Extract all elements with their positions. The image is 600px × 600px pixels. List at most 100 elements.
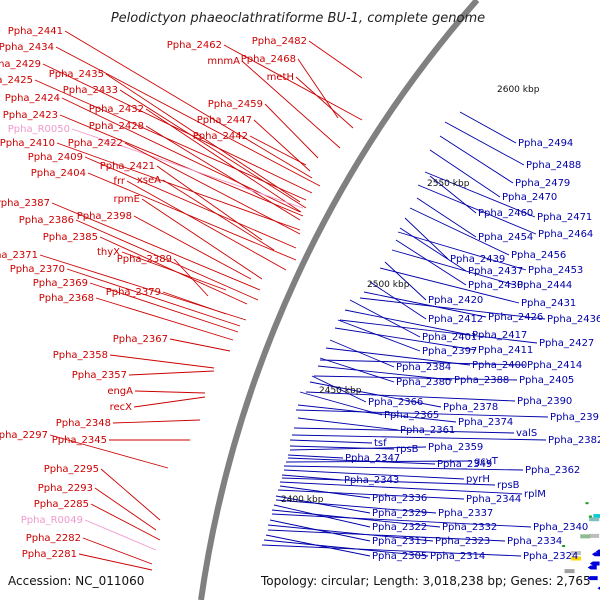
right-connector-23: [334, 327, 477, 351]
left-connector-45: [308, 40, 363, 79]
left-connector-40: [90, 503, 161, 541]
right-connector-57: [269, 519, 371, 542]
left-connector-32: [128, 370, 215, 376]
right-connector-41: [289, 446, 427, 451]
left-connector-29: [95, 297, 234, 341]
left-label-38: Ppha_2295: [44, 464, 99, 475]
right-connector-20: [344, 309, 471, 336]
left-connector-36: [49, 434, 169, 469]
right-label-29: Ppha_2405: [519, 375, 574, 386]
left-connector-11: [56, 142, 301, 231]
right-connector-30: [311, 375, 367, 403]
right-label-25: Ppha_2400: [472, 360, 527, 371]
left-connector-38: [100, 468, 161, 521]
right-label-47: Ppha_2343: [344, 475, 399, 486]
right-connector-6: [417, 184, 537, 235]
left-label-19: Ppha_2387: [0, 198, 50, 209]
left-label-48: metH: [267, 72, 294, 83]
left-label-47: Ppha_2468: [241, 54, 296, 65]
reverse-category-block: [571, 556, 582, 561]
left-label-10: Ppha_R0050: [8, 124, 70, 135]
right-label-35: Ppha_2391: [550, 412, 600, 423]
left-label-6: Ppha_2424: [5, 93, 60, 104]
right-label-9: Ppha_2439: [450, 254, 505, 265]
left-label-20: Ppha_2398: [77, 211, 132, 222]
left-label-18: rpmE: [113, 194, 140, 205]
right-connector-36: [297, 417, 399, 431]
right-label-5: Ppha_2471: [537, 212, 592, 223]
right-connector-24: [329, 339, 395, 368]
right-connector-54: [273, 504, 371, 528]
left-label-24: Ppha_2389: [117, 254, 172, 265]
right-connector-58: [267, 524, 434, 542]
left-label-44: Ppha_2462: [167, 40, 222, 51]
left-label-3: Ppha_2435: [49, 69, 104, 80]
left-connector-20: [133, 215, 252, 280]
right-label-18: Ppha_2436: [547, 314, 600, 325]
right-connector-2: [439, 135, 514, 184]
left-label-26: Ppha_2370: [10, 264, 65, 275]
left-connector-4: [34, 79, 307, 201]
right-label-42: Ppha_2347: [345, 453, 400, 464]
reverse-category-block: [589, 533, 600, 538]
left-label-0: Ppha_2441: [8, 26, 63, 37]
right-label-19: Ppha_2401: [422, 332, 477, 343]
left-label-23: thyX: [97, 247, 120, 258]
left-label-11: Ppha_2410: [0, 138, 55, 149]
reverse-gene-glyph: [587, 576, 598, 581]
right-label-20: Ppha_2417: [472, 330, 527, 341]
right-label-17: Ppha_2426: [488, 312, 543, 323]
right-label-3: Ppha_2470: [502, 192, 557, 203]
right-connector-29: [313, 375, 518, 381]
right-connector-42: [287, 454, 344, 459]
right-connector-10: [399, 227, 467, 272]
label-connectors: [34, 30, 549, 571]
right-label-30: Ppha_2366: [368, 397, 423, 408]
right-connector-47: [281, 474, 343, 481]
right-connector-18: [359, 297, 546, 320]
right-connector-38: [291, 434, 547, 441]
left-label-5: Ppha_2433: [63, 85, 118, 96]
right-label-1: Ppha_2488: [526, 160, 581, 171]
right-label-55: Ppha_2332: [442, 522, 497, 533]
right-label-23: Ppha_2411: [478, 345, 533, 356]
right-label-58: Ppha_2323: [435, 536, 490, 547]
left-connector-7: [145, 108, 302, 213]
right-connector-1: [444, 121, 525, 166]
left-connector-26: [66, 268, 241, 327]
left-connector-1: [55, 46, 321, 187]
accession-text: Accession: NC_011060: [8, 574, 144, 588]
left-label-30: Ppha_2367: [113, 334, 168, 345]
right-label-16: Ppha_2412: [428, 314, 483, 325]
right-label-24: Ppha_2384: [396, 362, 451, 373]
right-connector-8: [409, 207, 510, 256]
gc-marker: [585, 502, 589, 505]
left-label-41: Ppha_R0049: [21, 515, 83, 526]
left-label-32: Ppha_2357: [72, 370, 127, 381]
right-label-11: Ppha_2453: [528, 265, 583, 276]
left-label-25: Ppha_2371: [0, 250, 38, 261]
left-connector-30: [169, 338, 231, 352]
left-connector-13: [84, 156, 297, 249]
left-gene-labels: Ppha_2441 Ppha_2434 Ppha_2429 Ppha_2435 Ppha…: [0, 26, 307, 560]
right-connector-56: [271, 513, 532, 528]
right-label-37: valS: [516, 428, 537, 439]
right-label-26: Ppha_2414: [527, 360, 582, 371]
left-label-21: Ppha_2386: [19, 215, 74, 226]
right-connector-34: [297, 404, 457, 423]
scale-labels: 2600 kbp 2550 kbp 2500 kbp 2450 kbp 2400 kbp: [281, 85, 540, 505]
scale-label-0: 2600 kbp: [497, 85, 540, 95]
left-connector-49: [264, 103, 319, 159]
right-connector-15: [379, 267, 520, 304]
right-connector-45: [283, 465, 524, 471]
right-connector-19: [349, 299, 421, 338]
right-label-4: Ppha_2460: [478, 208, 533, 219]
right-label-27: Ppha_2380: [396, 377, 451, 388]
gc-marker: [562, 544, 566, 547]
left-connector-17: [126, 180, 287, 271]
right-label-60: Ppha_2305: [372, 551, 427, 562]
left-connector-27: [89, 282, 239, 333]
right-connector-44: [285, 460, 473, 463]
right-connector-0: [459, 111, 517, 144]
right-label-39: tsf: [374, 438, 387, 449]
